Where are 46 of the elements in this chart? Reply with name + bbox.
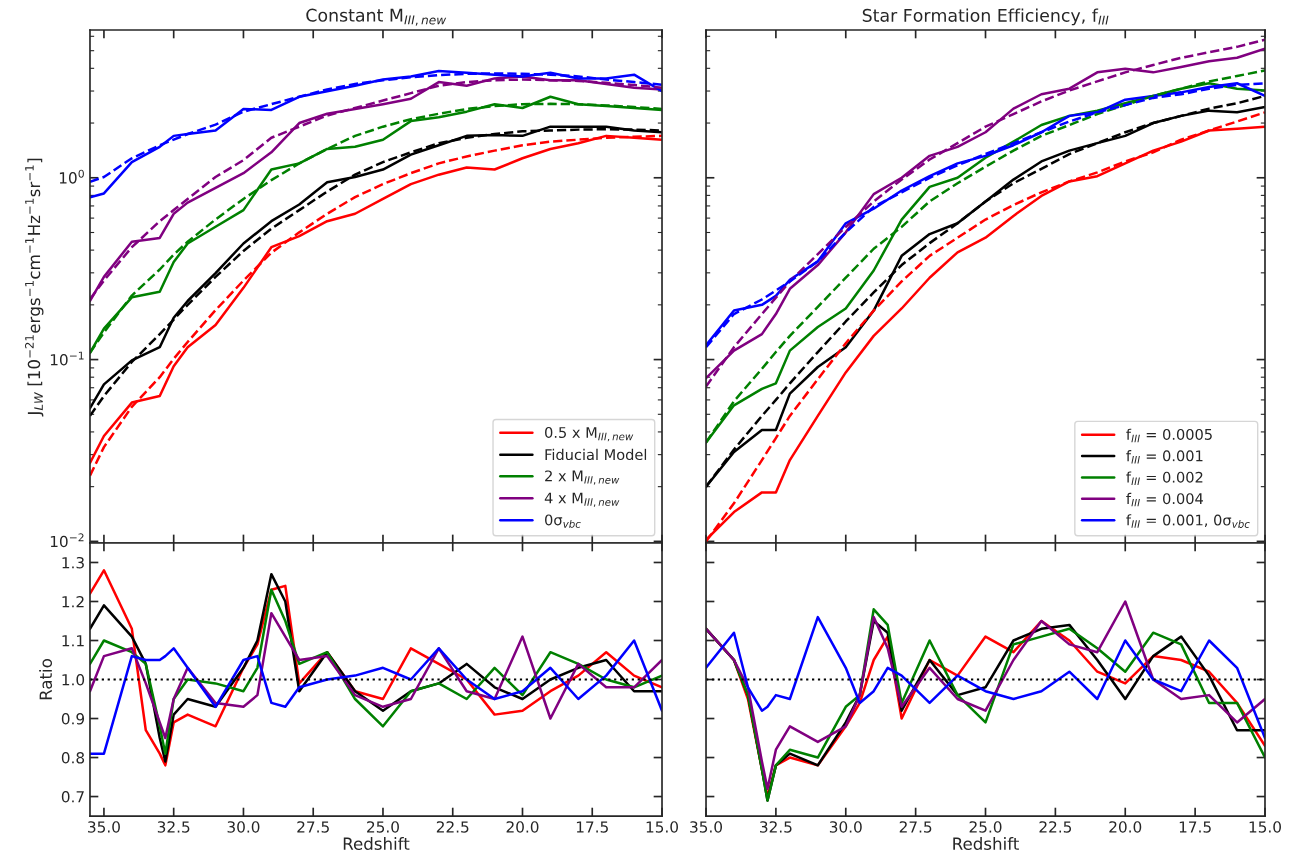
legend-label: f$_{III}$ = 0.002 bbox=[1126, 471, 1203, 485]
y-tick-label: 10$^{−1}$ bbox=[50, 351, 84, 366]
x-tick-label: 25.0 bbox=[367, 821, 399, 833]
x-tick-label: 20.0 bbox=[506, 821, 539, 833]
legend-label: 4 x M$_{III,new}$ bbox=[544, 492, 620, 507]
y-tick-label: 1.2 bbox=[62, 595, 84, 608]
y-tick-label: 10$^{−2}$ bbox=[50, 533, 84, 548]
x-tick-label: 30.0 bbox=[227, 821, 260, 833]
x-tick-label: 20.0 bbox=[1109, 821, 1142, 833]
x-axis-title: Redshift bbox=[953, 837, 1019, 850]
x-tick-label: 35.0 bbox=[88, 821, 120, 833]
x-tick-label: 22.5 bbox=[1039, 821, 1072, 833]
y-tick-label: 0.7 bbox=[61, 791, 84, 803]
x-axis-title: Redshift bbox=[343, 837, 410, 850]
chart-title: Constant M$_{III,new}$ bbox=[306, 8, 447, 26]
x-tick-label: 27.5 bbox=[899, 821, 932, 833]
x-tick-label: 15.0 bbox=[1249, 821, 1281, 833]
x-tick-label: 30.0 bbox=[829, 821, 862, 833]
legend-label: 0σ$_{vbc}$ bbox=[545, 514, 581, 528]
x-tick-label: 25.0 bbox=[969, 821, 1002, 833]
x-tick-label: 22.5 bbox=[436, 821, 469, 833]
legend-label: f$_{III}$ = 0.001 bbox=[1126, 450, 1203, 464]
legend-label: 2 x M$_{III,new}$ bbox=[545, 470, 620, 485]
legend-label: f$_{III}$ = 0.0005 bbox=[1126, 428, 1212, 443]
legend-label: 0.5 x M$_{III,new}$ bbox=[545, 426, 634, 442]
y-tick-label: 0.9 bbox=[61, 712, 85, 725]
y-tick-label: 1.1 bbox=[62, 635, 84, 647]
legend-label: Fiducial Model bbox=[545, 448, 647, 461]
legend-label: f$_{III}$ = 0.001, 0σ$_{vbc}$ bbox=[1126, 514, 1250, 528]
y-tick-label: 10$^{0}$ bbox=[59, 169, 84, 184]
legend-label: f$_{III}$ = 0.004 bbox=[1126, 492, 1203, 507]
x-tick-label: 27.5 bbox=[297, 821, 329, 833]
y-tick-label: 1.3 bbox=[62, 556, 84, 569]
y-tick-label: 0.8 bbox=[61, 752, 85, 764]
line-series bbox=[89, 639, 663, 755]
x-tick-label: 32.5 bbox=[760, 821, 792, 833]
y-tick-label: 1.0 bbox=[62, 673, 85, 686]
x-tick-label: 32.5 bbox=[157, 821, 190, 833]
x-tick-label: 17.5 bbox=[1179, 821, 1211, 833]
x-tick-label: 15.0 bbox=[646, 821, 679, 833]
text: J$_{LW}$ [10$^{−21}$ergs$^{−1}$cm$^{−1}$Hz$^{−1}$sr$^{−1}$] bbox=[25, 158, 44, 417]
y-axis-title: Ratio bbox=[39, 659, 53, 700]
line-series bbox=[89, 611, 663, 740]
x-tick-label: 35.0 bbox=[690, 821, 723, 833]
x-tick-label: 17.5 bbox=[576, 821, 608, 833]
chart-title: Star Formation Efficiency, f$_{III}$ bbox=[862, 8, 1109, 26]
